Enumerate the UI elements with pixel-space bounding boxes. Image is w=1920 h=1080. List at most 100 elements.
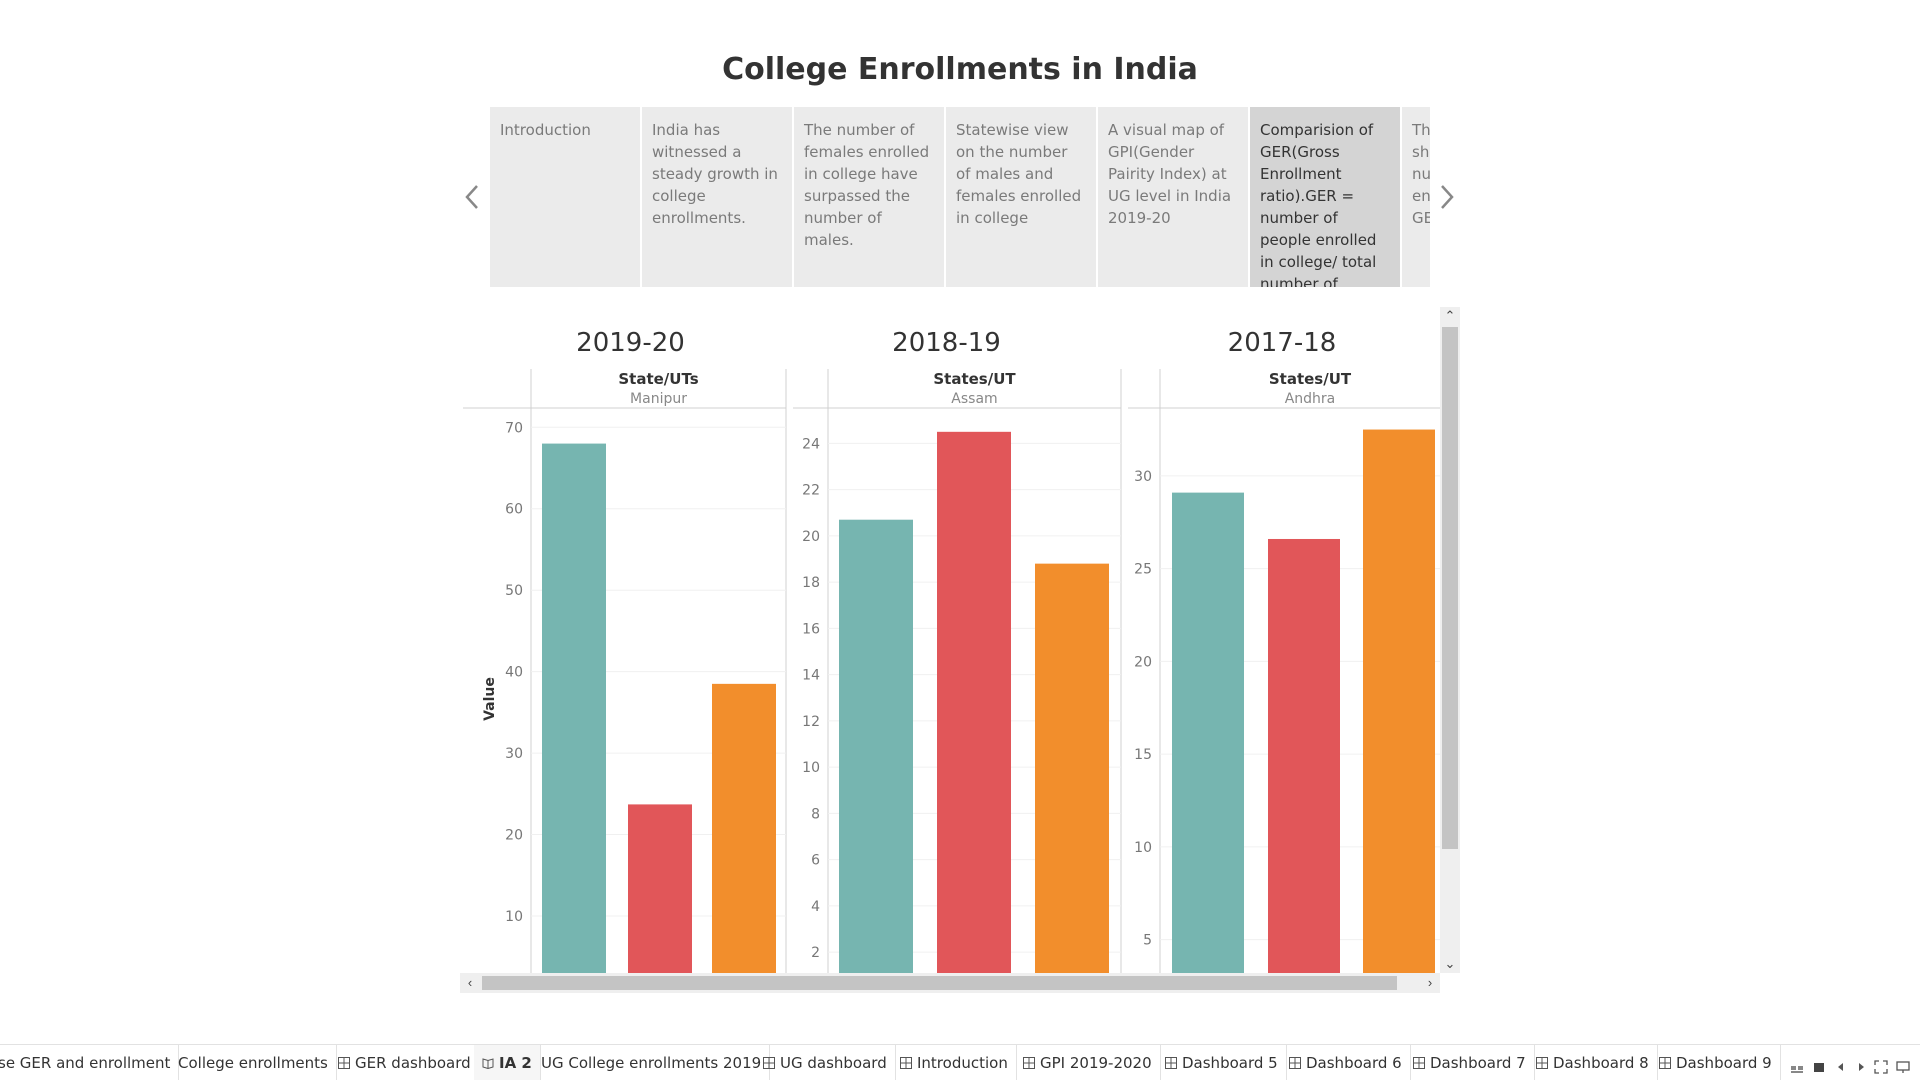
y-tick-label: 10 bbox=[802, 760, 820, 776]
story-prev-button[interactable] bbox=[459, 180, 485, 214]
scroll-right-icon[interactable]: › bbox=[1427, 975, 1433, 990]
tab-label: UG College enrollments 2019 bbox=[541, 1054, 762, 1072]
horizontal-scroll-thumb[interactable] bbox=[482, 976, 1397, 990]
tab-college-enrollments[interactable]: College enrollments bbox=[170, 1045, 337, 1080]
tab-label: Dashboard 6 bbox=[1306, 1054, 1402, 1072]
tab-dashboard-8[interactable]: Dashboard 8 bbox=[1528, 1045, 1658, 1080]
scroll-up-icon[interactable]: ⌃ bbox=[1444, 308, 1456, 323]
bar bbox=[542, 443, 606, 973]
tab-gpi-2019-2020[interactable]: GPI 2019-2020 bbox=[1015, 1045, 1161, 1080]
present-icon[interactable] bbox=[1896, 1060, 1910, 1074]
y-axis-label: Value bbox=[482, 677, 498, 721]
story-point-text: A visual map of GPI(Gender Pairity Index… bbox=[1108, 121, 1232, 227]
tab-dashboard-9[interactable]: Dashboard 9 bbox=[1651, 1045, 1781, 1080]
bar bbox=[937, 431, 1011, 973]
tab-label: Introduction bbox=[917, 1054, 1008, 1072]
dashboard-icon bbox=[338, 1057, 350, 1069]
story-point-1[interactable]: Introduction bbox=[490, 107, 640, 287]
tab-se-ger-and-enrollment[interactable]: se GER and enrollment bbox=[0, 1045, 180, 1080]
tab-ug-college-enrollments-2019[interactable]: UG College enrollments 2019 bbox=[533, 1045, 771, 1080]
tab-label: IA 2 bbox=[499, 1054, 532, 1072]
y-tick-label: 30 bbox=[505, 746, 523, 762]
y-tick-label: 25 bbox=[1134, 562, 1152, 578]
bar bbox=[1035, 563, 1109, 973]
y-tick-label: 20 bbox=[505, 828, 523, 844]
story-point-6[interactable]: Comparision of GER(Gross Enrollment rati… bbox=[1250, 107, 1400, 287]
story-point-2[interactable]: India has witnessed a steady growth in c… bbox=[642, 107, 792, 287]
tab-ug-dashboard[interactable]: UG dashboard bbox=[755, 1045, 896, 1080]
tab-label: GPI 2019-2020 bbox=[1040, 1054, 1152, 1072]
dashboard-icon bbox=[1165, 1057, 1177, 1069]
y-tick-label: 8 bbox=[811, 806, 820, 822]
tab-dashboard-7[interactable]: Dashboard 7 bbox=[1405, 1045, 1535, 1080]
y-tick-label: 60 bbox=[505, 502, 523, 518]
tab-dashboard-6[interactable]: Dashboard 6 bbox=[1281, 1045, 1411, 1080]
bar bbox=[628, 804, 692, 973]
dashboard-icon bbox=[763, 1057, 775, 1069]
tab-label: se GER and enrollment bbox=[0, 1054, 171, 1072]
scroll-left-icon[interactable]: ‹ bbox=[467, 975, 473, 990]
story-navigator: Introduction India has witnessed a stead… bbox=[490, 107, 1430, 287]
y-tick-label: 4 bbox=[811, 899, 820, 915]
story-point-text: Introduction bbox=[500, 121, 591, 139]
bar bbox=[1172, 492, 1244, 973]
tab-label: GER dashboard bbox=[355, 1054, 471, 1072]
bar bbox=[712, 683, 776, 973]
y-tick-label: 12 bbox=[802, 714, 820, 730]
y-tick-label: 2 bbox=[811, 945, 820, 961]
tab-introduction[interactable]: Introduction bbox=[892, 1045, 1017, 1080]
sheet-tab-bar: se GER and enrollment College enrollment… bbox=[0, 1044, 1920, 1080]
fullscreen-icon[interactable] bbox=[1874, 1060, 1888, 1074]
story-next-button[interactable] bbox=[1434, 180, 1460, 214]
column-header: States/UT bbox=[1269, 370, 1352, 388]
chart-area: 2019-20 State/UTs Manipur 10 20 30 40 50 60 70 Val… bbox=[463, 307, 1460, 993]
story-point-5[interactable]: A visual map of GPI(Gender Pairity Index… bbox=[1098, 107, 1248, 287]
show-filmstrip-icon[interactable] bbox=[1812, 1060, 1826, 1074]
y-tick-label: 6 bbox=[811, 853, 820, 869]
story-point-text: The number of females enrolled in colleg… bbox=[804, 121, 930, 249]
chart-title: 2018-19 bbox=[892, 328, 1001, 358]
y-tick-label: 10 bbox=[1134, 840, 1152, 856]
y-tick-label: 50 bbox=[505, 583, 523, 599]
y-tick-label: 70 bbox=[505, 420, 523, 436]
first-sheet-icon[interactable] bbox=[1834, 1060, 1848, 1074]
vertical-scroll-thumb[interactable] bbox=[1442, 327, 1458, 849]
bar bbox=[1363, 429, 1435, 973]
tab-dashboard-5[interactable]: Dashboard 5 bbox=[1157, 1045, 1287, 1080]
y-tick-label: 14 bbox=[802, 668, 820, 684]
next-sheet-icon[interactable] bbox=[1854, 1060, 1868, 1074]
bar bbox=[1268, 538, 1340, 973]
story-point-7[interactable]: Th sh nu en GE bbox=[1402, 107, 1430, 287]
tab-label: UG dashboard bbox=[780, 1054, 887, 1072]
chart-title: 2019-20 bbox=[576, 328, 685, 358]
show-sheet-sorter-icon[interactable] bbox=[1790, 1060, 1804, 1074]
dashboard-icon bbox=[1023, 1057, 1035, 1069]
y-tick-label: 10 bbox=[505, 909, 523, 925]
chevron-left-icon bbox=[465, 185, 478, 209]
y-tick-label: 20 bbox=[1134, 654, 1152, 670]
y-tick-label: 5 bbox=[1143, 933, 1152, 949]
horizontal-scrollbar[interactable]: ‹ › bbox=[460, 973, 1440, 993]
tab-label: College enrollments bbox=[178, 1054, 328, 1072]
column-subheader: Manipur bbox=[630, 391, 687, 407]
tab-label: Dashboard 5 bbox=[1182, 1054, 1278, 1072]
bar bbox=[839, 519, 913, 973]
story-point-3[interactable]: The number of females enrolled in colleg… bbox=[794, 107, 944, 287]
column-header: State/UTs bbox=[618, 370, 698, 388]
story-point-text: Th sh nu en GE bbox=[1412, 121, 1430, 227]
tab-ia-2[interactable]: IA 2 bbox=[474, 1045, 541, 1080]
story-point-4[interactable]: Statewise view on the number of males an… bbox=[946, 107, 1096, 287]
tab-label: Dashboard 9 bbox=[1676, 1054, 1772, 1072]
dashboard-icon bbox=[1289, 1057, 1301, 1069]
story-point-text: Comparision of GER(Gross Enrollment rati… bbox=[1260, 121, 1377, 287]
y-tick-label: 30 bbox=[1134, 469, 1152, 485]
scroll-down-icon[interactable]: ⌄ bbox=[1444, 956, 1456, 971]
column-header: States/UT bbox=[933, 370, 1016, 388]
dashboard-icon bbox=[900, 1057, 912, 1069]
story-point-text: India has witnessed a steady growth in c… bbox=[652, 121, 778, 227]
vertical-scrollbar[interactable]: ⌃ ⌄ bbox=[1440, 307, 1460, 973]
story-icon bbox=[482, 1057, 494, 1069]
dashboard-icon bbox=[1536, 1057, 1548, 1069]
tab-ger-dashboard[interactable]: GER dashboard bbox=[330, 1045, 480, 1080]
